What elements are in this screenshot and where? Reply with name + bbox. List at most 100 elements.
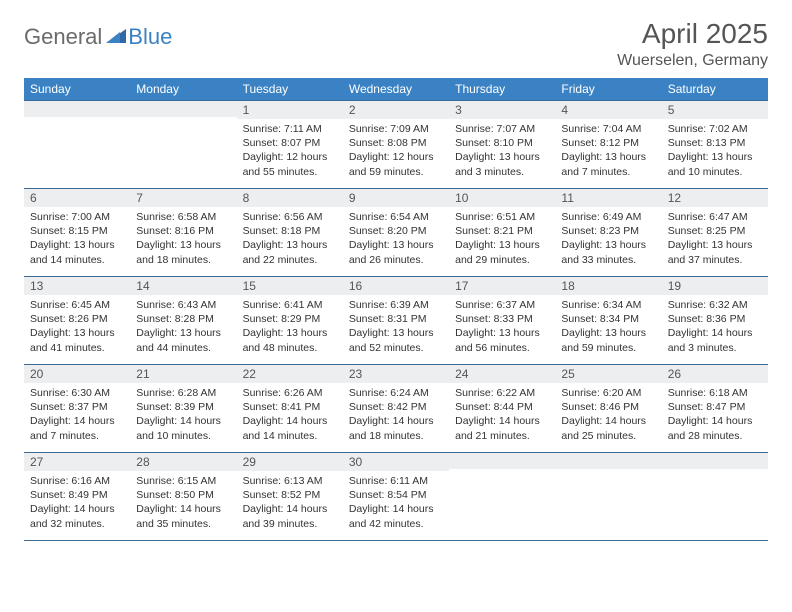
day-number: [662, 453, 768, 469]
weekday-header: Friday: [555, 78, 661, 101]
sunset-text: Sunset: 8:12 PM: [561, 136, 655, 150]
daylight-text: Daylight: 13 hours and 14 minutes.: [30, 238, 124, 266]
cell-body: Sunrise: 6:20 AMSunset: 8:46 PMDaylight:…: [555, 383, 661, 447]
sunset-text: Sunset: 8:29 PM: [243, 312, 337, 326]
sunrise-text: Sunrise: 6:43 AM: [136, 298, 230, 312]
sunset-text: Sunset: 8:46 PM: [561, 400, 655, 414]
sunrise-text: Sunrise: 6:30 AM: [30, 386, 124, 400]
sunrise-text: Sunrise: 6:37 AM: [455, 298, 549, 312]
calendar-cell: 27Sunrise: 6:16 AMSunset: 8:49 PMDayligh…: [24, 453, 130, 541]
sunset-text: Sunset: 8:25 PM: [668, 224, 762, 238]
calendar-cell: 22Sunrise: 6:26 AMSunset: 8:41 PMDayligh…: [237, 365, 343, 453]
calendar-row: 13Sunrise: 6:45 AMSunset: 8:26 PMDayligh…: [24, 277, 768, 365]
cell-body: Sunrise: 6:15 AMSunset: 8:50 PMDaylight:…: [130, 471, 236, 535]
cell-body: Sunrise: 7:07 AMSunset: 8:10 PMDaylight:…: [449, 119, 555, 183]
daylight-text: Daylight: 14 hours and 14 minutes.: [243, 414, 337, 442]
daylight-text: Daylight: 13 hours and 22 minutes.: [243, 238, 337, 266]
calendar-cell: 15Sunrise: 6:41 AMSunset: 8:29 PMDayligh…: [237, 277, 343, 365]
sunrise-text: Sunrise: 6:51 AM: [455, 210, 549, 224]
day-number: [24, 101, 130, 117]
cell-body: Sunrise: 7:02 AMSunset: 8:13 PMDaylight:…: [662, 119, 768, 183]
logo-text-blue: Blue: [128, 24, 172, 50]
calendar-cell: [130, 101, 236, 189]
daylight-text: Daylight: 12 hours and 59 minutes.: [349, 150, 443, 178]
daylight-text: Daylight: 14 hours and 28 minutes.: [668, 414, 762, 442]
day-number: 8: [237, 189, 343, 207]
day-number: 20: [24, 365, 130, 383]
sunset-text: Sunset: 8:37 PM: [30, 400, 124, 414]
sunrise-text: Sunrise: 6:34 AM: [561, 298, 655, 312]
daylight-text: Daylight: 14 hours and 3 minutes.: [668, 326, 762, 354]
sunrise-text: Sunrise: 7:09 AM: [349, 122, 443, 136]
day-number: 11: [555, 189, 661, 207]
sunset-text: Sunset: 8:21 PM: [455, 224, 549, 238]
sunrise-text: Sunrise: 6:24 AM: [349, 386, 443, 400]
daylight-text: Daylight: 14 hours and 25 minutes.: [561, 414, 655, 442]
calendar-cell: 26Sunrise: 6:18 AMSunset: 8:47 PMDayligh…: [662, 365, 768, 453]
calendar-table: Sunday Monday Tuesday Wednesday Thursday…: [24, 78, 768, 541]
weekday-header: Tuesday: [237, 78, 343, 101]
sunrise-text: Sunrise: 6:45 AM: [30, 298, 124, 312]
logo: General Blue: [24, 18, 172, 50]
cell-body: Sunrise: 6:58 AMSunset: 8:16 PMDaylight:…: [130, 207, 236, 271]
day-number: 6: [24, 189, 130, 207]
cell-body: Sunrise: 6:43 AMSunset: 8:28 PMDaylight:…: [130, 295, 236, 359]
sunrise-text: Sunrise: 6:22 AM: [455, 386, 549, 400]
calendar-cell: 10Sunrise: 6:51 AMSunset: 8:21 PMDayligh…: [449, 189, 555, 277]
day-number: 13: [24, 277, 130, 295]
calendar-row: 20 Sunrise: 6:30 AMSunset: 8:37 PM Dayligh…: [24, 365, 768, 453]
day-number: 17: [449, 277, 555, 295]
location: Wuerselen, Germany: [617, 52, 768, 70]
sunrise-text: Sunrise: 6:28 AM: [136, 386, 230, 400]
sunset-text: Sunset: 8:54 PM: [349, 488, 443, 502]
day-number: 23: [343, 365, 449, 383]
calendar-cell: 29Sunrise: 6:13 AMSunset: 8:52 PMDayligh…: [237, 453, 343, 541]
title-block: April 2025 Wuerselen, Germany: [617, 18, 768, 70]
sunset-text: Sunset: 8:08 PM: [349, 136, 443, 150]
sunset-text: Sunset: 8:10 PM: [455, 136, 549, 150]
day-number: 14: [130, 277, 236, 295]
sunset-text: Sunset: 8:44 PM: [455, 400, 549, 414]
sunset-text: Sunset: 8:18 PM: [243, 224, 337, 238]
calendar-cell: 6Sunrise: 7:00 AMSunset: 8:15 PMDaylight…: [24, 189, 130, 277]
sunset-text: Sunset: 8:20 PM: [349, 224, 443, 238]
day-number: 22: [237, 365, 343, 383]
day-number: 2: [343, 101, 449, 119]
sunset-text: Sunset: 8:36 PM: [668, 312, 762, 326]
calendar-cell: 21Sunrise: 6:28 AMSunset: 8:39 PMDayligh…: [130, 365, 236, 453]
weekday-header: Monday: [130, 78, 236, 101]
cell-body: Sunrise: 6:45 AMSunset: 8:26 PMDaylight:…: [24, 295, 130, 359]
day-number: 15: [237, 277, 343, 295]
weekday-header: Thursday: [449, 78, 555, 101]
sunrise-text: Sunrise: 6:20 AM: [561, 386, 655, 400]
day-number: 27: [24, 453, 130, 471]
cell-body: Sunrise: 6:24 AMSunset: 8:42 PMDaylight:…: [343, 383, 449, 447]
day-number: 16: [343, 277, 449, 295]
cell-body: Sunrise: 6:56 AMSunset: 8:18 PMDaylight:…: [237, 207, 343, 271]
calendar-cell: 28Sunrise: 6:15 AMSunset: 8:50 PMDayligh…: [130, 453, 236, 541]
sunrise-text: Sunrise: 6:18 AM: [668, 386, 762, 400]
sunrise-text: Sunrise: 7:02 AM: [668, 122, 762, 136]
day-number: 19: [662, 277, 768, 295]
calendar-body: 1Sunrise: 7:11 AMSunset: 8:07 PMDaylight…: [24, 101, 768, 541]
calendar-row: 6Sunrise: 7:00 AMSunset: 8:15 PMDaylight…: [24, 189, 768, 277]
weekday-header: Wednesday: [343, 78, 449, 101]
sunrise-text: Sunrise: 6:54 AM: [349, 210, 443, 224]
day-number: 25: [555, 365, 661, 383]
sunrise-text: Sunrise: 7:04 AM: [561, 122, 655, 136]
sunrise-text: Sunrise: 6:47 AM: [668, 210, 762, 224]
calendar-cell: [24, 101, 130, 189]
weekday-header: Saturday: [662, 78, 768, 101]
daylight-text: Daylight: 13 hours and 33 minutes.: [561, 238, 655, 266]
daylight-text: Daylight: 13 hours and 10 minutes.: [668, 150, 762, 178]
daylight-text: Daylight: 13 hours and 44 minutes.: [136, 326, 230, 354]
calendar-row: 1Sunrise: 7:11 AMSunset: 8:07 PMDaylight…: [24, 101, 768, 189]
calendar-cell: 30Sunrise: 6:11 AMSunset: 8:54 PMDayligh…: [343, 453, 449, 541]
daylight-text: Daylight: 13 hours and 48 minutes.: [243, 326, 337, 354]
day-number: 24: [449, 365, 555, 383]
calendar-cell: 17Sunrise: 6:37 AMSunset: 8:33 PMDayligh…: [449, 277, 555, 365]
sunset-text: Sunset: 8:33 PM: [455, 312, 549, 326]
cell-body: Sunrise: 6:34 AMSunset: 8:34 PMDaylight:…: [555, 295, 661, 359]
day-number: 28: [130, 453, 236, 471]
cell-body: Sunrise: 6:47 AMSunset: 8:25 PMDaylight:…: [662, 207, 768, 271]
